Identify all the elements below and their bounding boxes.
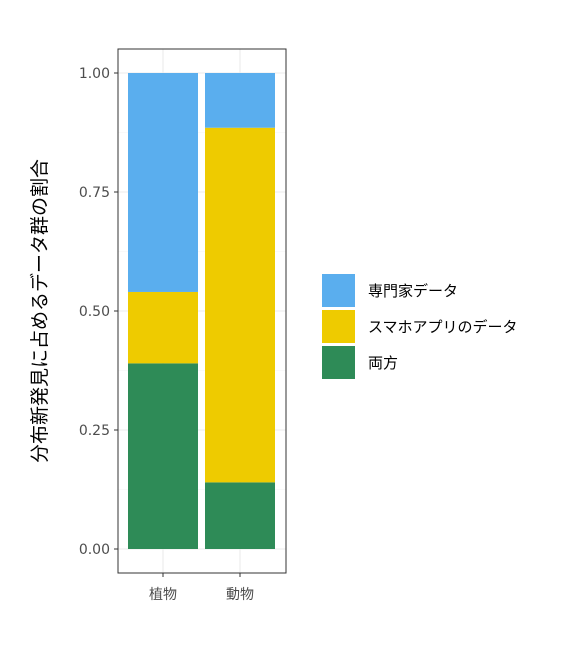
legend-label: 専門家データ — [368, 282, 458, 300]
y-tick-label: 1.00 — [79, 66, 110, 82]
bars — [128, 73, 275, 549]
y-tick-label: 0.25 — [79, 423, 110, 439]
bar-segment — [205, 482, 275, 549]
bar-segment — [205, 127, 275, 483]
bar-segment — [205, 73, 275, 128]
legend-swatch — [322, 310, 355, 343]
bar-segment — [128, 363, 198, 549]
x-tick-label: 動物 — [226, 587, 254, 603]
bar-segment — [128, 73, 198, 292]
legend-swatch — [322, 274, 355, 307]
legend-label: 両方 — [368, 354, 398, 372]
y-tick-label: 0.00 — [79, 542, 110, 558]
axes: 0.00 0.25 0.50 0.75 1.00 植物 動物 — [79, 66, 254, 603]
legend-label: スマホアプリのデータ — [368, 318, 518, 336]
y-axis-title: 分布新発見に占めるデータ群の割合 — [29, 159, 51, 463]
legend-swatch — [322, 346, 355, 379]
y-tick-label: 0.75 — [79, 185, 110, 201]
y-tick-label: 0.50 — [79, 304, 110, 320]
bar-segment — [128, 291, 198, 364]
x-tick-label: 植物 — [149, 587, 177, 603]
